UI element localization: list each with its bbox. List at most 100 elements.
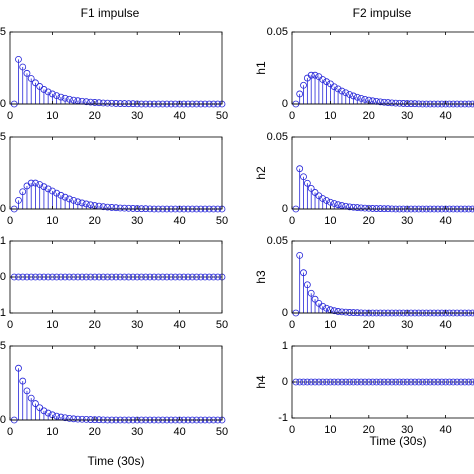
- stem-marker: [32, 79, 39, 87]
- stem-marker: [74, 415, 82, 423]
- y-tick-label: 1: [282, 340, 288, 352]
- stem-marker: [376, 98, 384, 106]
- stem-marker: [376, 378, 384, 386]
- stem-marker: [380, 378, 388, 386]
- stem-marker: [461, 378, 469, 386]
- stem-marker: [112, 273, 120, 281]
- stem-marker: [373, 205, 380, 212]
- stem-marker: [300, 81, 307, 89]
- stem-marker: [15, 196, 22, 204]
- stem-marker: [61, 94, 69, 102]
- stem-marker: [296, 251, 304, 259]
- stem-marker: [411, 378, 419, 386]
- stem-marker: [57, 191, 65, 199]
- y-tick-label: 0.05: [0, 26, 6, 38]
- stem-marker: [357, 378, 365, 386]
- stem-marker: [36, 181, 44, 188]
- stem-marker: [44, 88, 52, 96]
- stem-marker: [296, 165, 304, 173]
- x-tick-label: 40: [439, 215, 451, 227]
- stem-marker: [311, 71, 319, 79]
- stem-marker: [384, 378, 392, 386]
- stem-marker: [353, 93, 361, 101]
- stem-marker: [15, 273, 22, 281]
- x-tick-label: 10: [324, 319, 336, 331]
- stem-marker: [197, 273, 205, 281]
- stem-marker: [121, 100, 128, 107]
- stem-marker: [334, 308, 342, 315]
- stem-marker: [342, 308, 350, 316]
- stem-marker: [61, 193, 69, 201]
- stem-marker: [53, 92, 61, 100]
- stem-marker: [296, 378, 304, 386]
- y-axis-label: h4: [254, 375, 268, 389]
- stem-marker: [125, 204, 133, 212]
- stem-marker: [357, 204, 365, 212]
- y-tick-label: 0: [0, 414, 6, 426]
- stem-marker: [53, 412, 61, 420]
- y-tick-label: 0.05: [267, 235, 288, 247]
- x-tick-label: 20: [363, 424, 375, 436]
- stem-marker: [163, 273, 171, 281]
- stem-marker: [70, 415, 77, 423]
- y-tick-label: 0.05: [0, 340, 6, 352]
- stem-marker: [57, 273, 65, 281]
- x-tick-label: 40: [173, 215, 185, 227]
- stem-marker: [323, 197, 330, 204]
- stem-marker: [407, 378, 415, 386]
- x-tick-label: 10: [46, 215, 58, 227]
- stem-marker: [23, 387, 31, 395]
- axes-box: [291, 136, 474, 210]
- y-tick-label: 0: [282, 203, 288, 215]
- chart-title: F1 impulse: [81, 6, 140, 20]
- stem-marker: [27, 179, 35, 187]
- stem-marker: [350, 378, 357, 386]
- stem-marker: [334, 85, 342, 93]
- x-tick-label: 0: [7, 110, 13, 122]
- stem-marker: [214, 273, 222, 281]
- stem-marker: [369, 205, 377, 212]
- x-tick-label: 0: [7, 319, 13, 331]
- stem-marker: [384, 99, 392, 106]
- x-tick-label: 20: [89, 110, 101, 122]
- stem-marker: [61, 414, 69, 422]
- x-tick-label: 40: [173, 426, 185, 438]
- stem-marker: [99, 273, 107, 281]
- stem-marker: [121, 273, 128, 281]
- stem-marker: [323, 378, 330, 386]
- stem-marker: [23, 69, 31, 77]
- stem-marker: [415, 378, 423, 386]
- x-tick-label: 10: [324, 215, 336, 227]
- stem-marker: [44, 273, 52, 281]
- stem-marker: [399, 378, 407, 386]
- x-tick-label: 50: [216, 426, 228, 438]
- stem-marker: [49, 187, 56, 195]
- stem-marker: [146, 273, 154, 281]
- x-tick-label: 0: [289, 424, 295, 436]
- stem-marker: [330, 307, 338, 315]
- stem-marker: [171, 273, 179, 281]
- stem-marker: [319, 76, 327, 83]
- stem-marker: [188, 273, 196, 281]
- stem-marker: [125, 273, 133, 281]
- stem-marker: [27, 273, 35, 281]
- stem-marker: [388, 99, 396, 107]
- stem-marker: [326, 378, 334, 386]
- x-tick-label: 30: [131, 426, 143, 438]
- stem-marker: [392, 99, 400, 107]
- stem-marker: [108, 99, 116, 107]
- stem-marker: [167, 273, 175, 281]
- stem-marker: [74, 273, 82, 281]
- stem-marker: [78, 273, 86, 281]
- x-tick-label: 20: [89, 319, 101, 331]
- stem-marker: [319, 302, 327, 310]
- stem-marker: [184, 273, 192, 281]
- x-tick-label: 20: [89, 215, 101, 227]
- stem-marker: [438, 378, 446, 386]
- stem-marker: [365, 204, 373, 212]
- stem-marker: [307, 378, 315, 386]
- x-tick-label: 0: [289, 319, 295, 331]
- stem-marker: [369, 378, 377, 386]
- stem-marker: [121, 204, 128, 212]
